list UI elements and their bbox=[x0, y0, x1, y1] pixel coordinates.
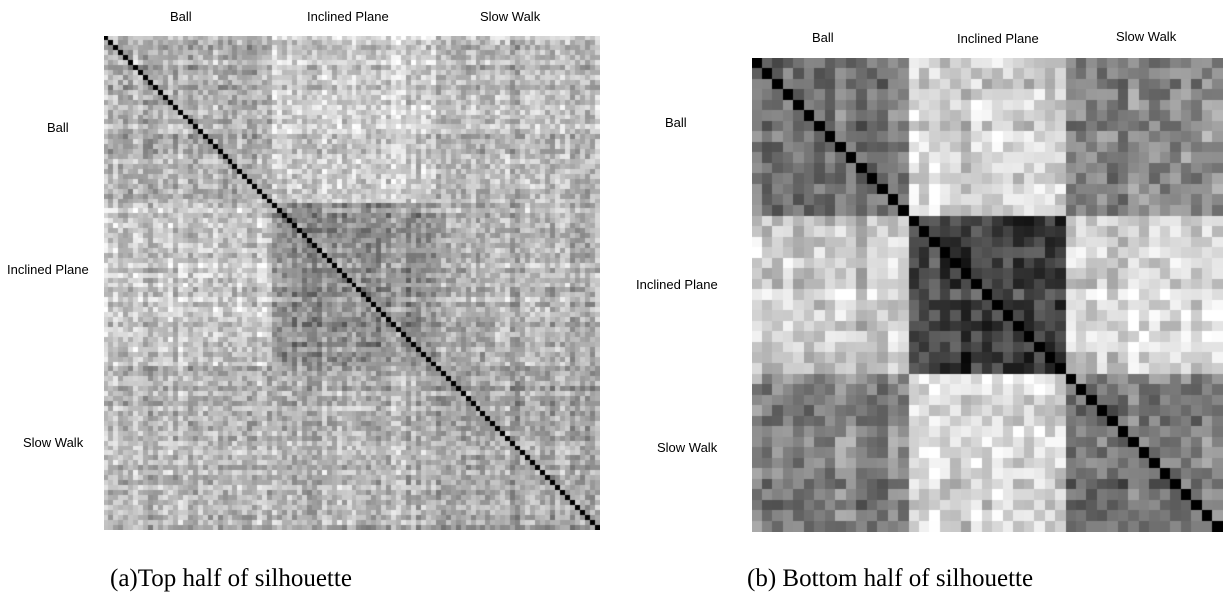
row-label-ball-b: Ball bbox=[665, 115, 687, 130]
similarity-matrix-b bbox=[752, 58, 1223, 532]
column-label-inclined-plane-b: Inclined Plane bbox=[957, 31, 1039, 46]
column-label-inclined-plane-a: Inclined Plane bbox=[307, 9, 389, 24]
row-label-ball-a: Ball bbox=[47, 120, 69, 135]
column-label-ball-b: Ball bbox=[812, 30, 834, 45]
caption-a: (a)Top half of silhouette bbox=[110, 565, 352, 592]
row-label-slow-walk-b: Slow Walk bbox=[657, 440, 718, 455]
similarity-matrix-a bbox=[104, 36, 600, 530]
column-label-slow-walk-a: Slow Walk bbox=[480, 9, 541, 24]
caption-b: (b) Bottom half of silhouette bbox=[747, 565, 1034, 592]
row-label-slow-walk-a: Slow Walk bbox=[23, 435, 84, 450]
column-label-ball-a: Ball bbox=[170, 9, 192, 24]
row-label-inclined-plane-a: Inclined Plane bbox=[7, 262, 89, 277]
row-label-inclined-plane-b: Inclined Plane bbox=[636, 277, 718, 292]
column-label-slow-walk-b: Slow Walk bbox=[1116, 29, 1177, 44]
